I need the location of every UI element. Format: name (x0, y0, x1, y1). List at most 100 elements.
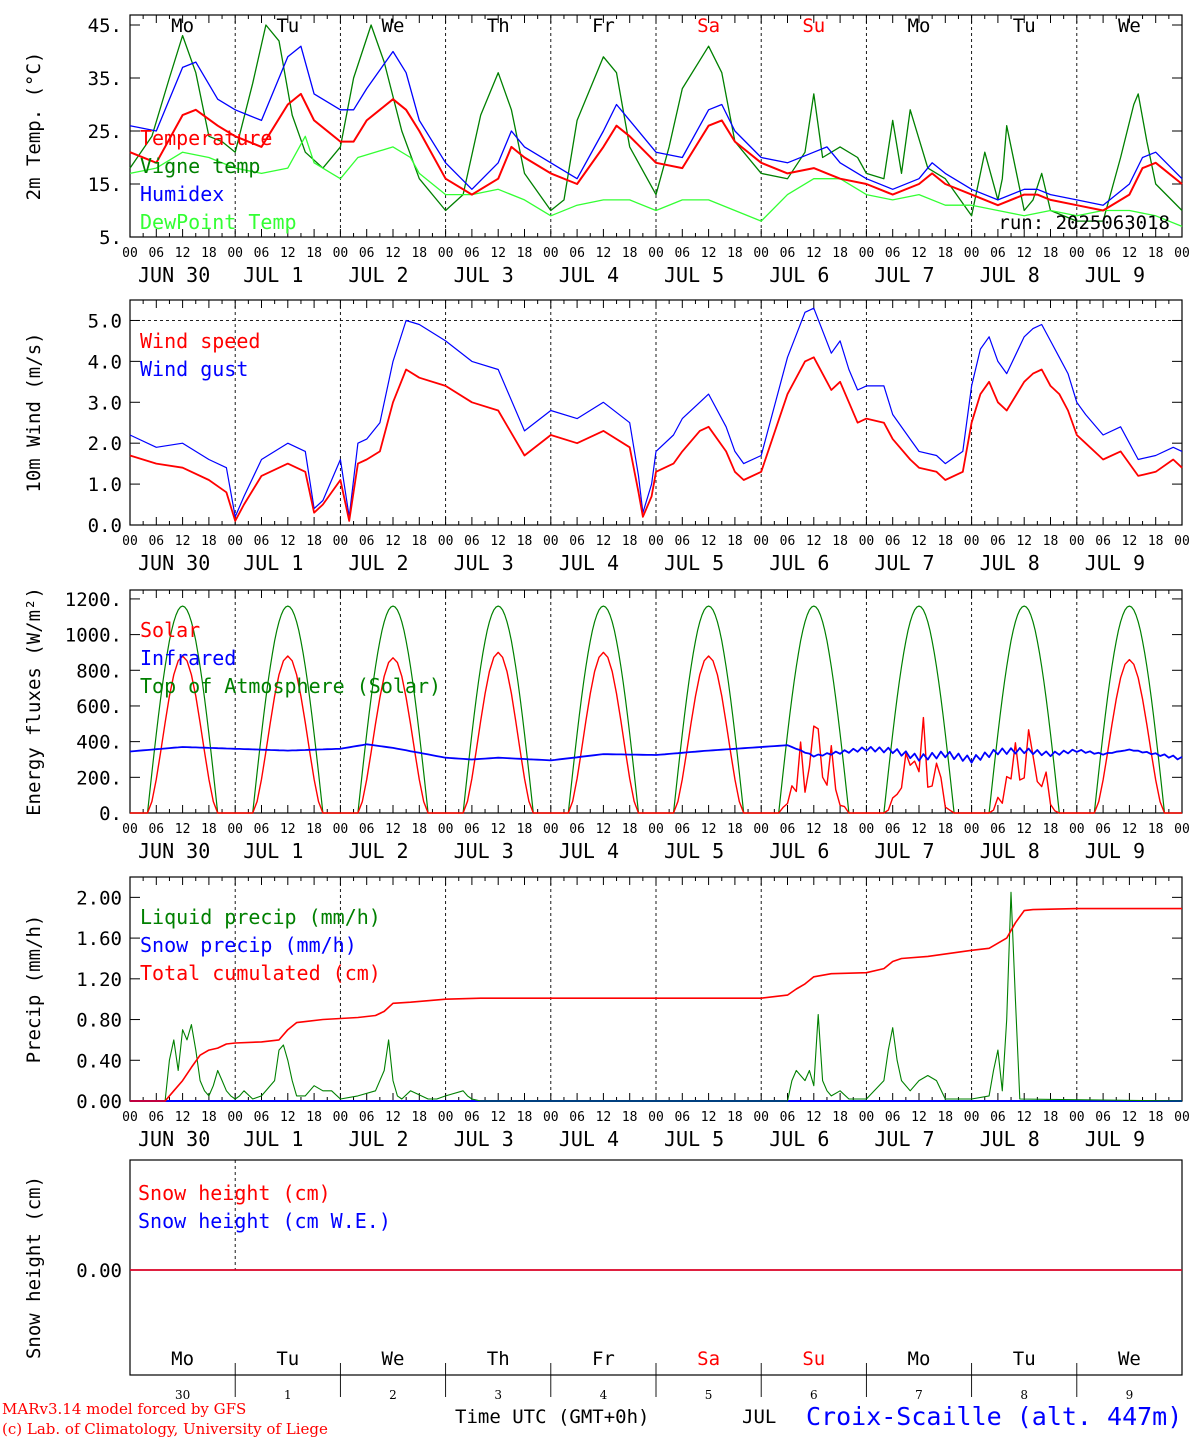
y-tick-label: 0.40 (76, 1050, 122, 1072)
hour-tick-label: 18 (411, 1110, 427, 1125)
hour-tick-label: 00 (648, 822, 664, 837)
series-wind-speed (129, 356, 1183, 522)
date-label: JUL 6 (769, 263, 829, 287)
hour-tick-label: 06 (780, 822, 796, 837)
date-label: JUL 1 (243, 263, 303, 287)
hour-tick-label: 18 (1043, 1110, 1059, 1125)
y-axis-label: Snow height (cm) (23, 1176, 45, 1359)
hour-tick-label: 18 (622, 246, 638, 261)
hour-tick-label: 18 (201, 1110, 217, 1125)
hour-tick-label: 00 (1069, 822, 1085, 837)
date-label: JUL 4 (559, 551, 619, 575)
date-label: JUL 2 (348, 263, 408, 287)
legend-temperature: Temperature (140, 126, 272, 150)
hour-tick-label: 00 (964, 822, 980, 837)
date-label: JUL 8 (980, 551, 1040, 575)
hour-tick-label: 18 (937, 822, 953, 837)
date-label: JUL 5 (664, 839, 724, 863)
hour-tick-label: 12 (596, 246, 612, 261)
hour-tick-label: 18 (622, 534, 638, 549)
hour-tick-label: 18 (622, 1110, 638, 1125)
hour-tick-label: 06 (780, 246, 796, 261)
date-label: JUL 6 (769, 1127, 829, 1151)
hour-tick-label: 06 (148, 534, 164, 549)
day-number-label: 2 (389, 1388, 397, 1402)
hour-tick-label: 06 (569, 822, 585, 837)
day-name: Su (802, 1348, 825, 1370)
date-label: JUL 2 (348, 1127, 408, 1151)
legend-snow-height-cm-: Snow height (cm) (138, 1181, 331, 1205)
series-solar (130, 651, 1182, 814)
hour-tick-label: 18 (832, 1110, 848, 1125)
hour-tick-label: 18 (411, 822, 427, 837)
hour-tick-label: 18 (517, 822, 533, 837)
hour-tick-label: 00 (753, 822, 769, 837)
date-label: JUN 30 (138, 1127, 210, 1151)
y-tick-label: 0. (99, 803, 122, 825)
series-top-of-atmosphere-solar (130, 605, 1182, 814)
hour-tick-label: 00 (438, 246, 454, 261)
hour-tick-label: 12 (175, 534, 191, 549)
series-humidex (129, 45, 1183, 206)
legend-solar: Solar (140, 618, 200, 642)
hour-tick-label: 06 (674, 1110, 690, 1125)
hour-tick-label: 12 (175, 1110, 191, 1125)
series-dewpoint-temp (129, 135, 1183, 228)
hour-tick-label: 00 (122, 1110, 138, 1125)
hour-tick-label: 12 (280, 822, 296, 837)
hour-tick-label: 18 (1148, 246, 1164, 261)
hour-tick-label: 12 (1016, 1110, 1032, 1125)
hour-tick-label: 18 (1148, 822, 1164, 837)
hour-tick-label: 18 (517, 246, 533, 261)
date-label: JUL 3 (454, 1127, 514, 1151)
hour-tick-label: 12 (701, 534, 717, 549)
day-name: Th (487, 15, 510, 37)
hour-tick-label: 12 (596, 822, 612, 837)
hour-tick-label: 12 (1122, 822, 1138, 837)
legend-liquid-precip-mm-h-: Liquid precip (mm/h) (140, 905, 381, 929)
day-number-label: 5 (705, 1388, 713, 1402)
hour-tick-label: 00 (648, 534, 664, 549)
hour-tick-label: 00 (438, 822, 454, 837)
hour-tick-label: 12 (806, 534, 822, 549)
legend-infrared: Infrared (140, 646, 236, 670)
y-tick-label: 35. (88, 68, 122, 90)
hour-tick-label: 12 (701, 246, 717, 261)
x-axis-title: Time UTC (GMT+0h) (455, 1406, 650, 1428)
date-label: JUL 5 (664, 263, 724, 287)
hour-tick-label: 06 (990, 822, 1006, 837)
date-label: JUL 1 (243, 1127, 303, 1151)
day-name: We (1118, 1348, 1141, 1370)
hour-tick-label: 06 (1095, 534, 1111, 549)
hour-tick-label: 12 (1016, 534, 1032, 549)
hour-tick-label: 06 (569, 1110, 585, 1125)
day-name: We (1118, 15, 1141, 37)
hour-tick-label: 00 (648, 246, 664, 261)
hour-tick-label: 18 (201, 246, 217, 261)
y-tick-label: 2.0 (88, 433, 122, 455)
legend-humidex: Humidex (140, 182, 224, 206)
y-tick-label: 800. (76, 660, 122, 682)
date-label: JUN 30 (138, 551, 210, 575)
legend-snow-precip-mm-h-: Snow precip (mm/h) (140, 933, 357, 957)
date-label: JUL 5 (664, 1127, 724, 1151)
hour-tick-label: 12 (596, 534, 612, 549)
date-label: JUL 6 (769, 551, 829, 575)
hour-tick-label: 06 (990, 1110, 1006, 1125)
hour-tick-label: 06 (674, 822, 690, 837)
hour-tick-label: 12 (280, 246, 296, 261)
hour-tick-label: 06 (569, 534, 585, 549)
hour-tick-label: 00 (1174, 1110, 1190, 1125)
y-tick-label: 2.00 (76, 887, 122, 909)
date-label: JUL 2 (348, 839, 408, 863)
hour-tick-label: 12 (175, 246, 191, 261)
station-label: Croix-Scaille (alt. 447m) (806, 1402, 1183, 1431)
hour-tick-label: 18 (727, 534, 743, 549)
y-tick-label: 0.00 (76, 1091, 122, 1113)
hour-tick-label: 18 (622, 822, 638, 837)
y-tick-label: 1200. (65, 589, 122, 611)
hour-tick-label: 00 (333, 822, 349, 837)
hour-tick-label: 12 (1122, 246, 1138, 261)
hour-tick-label: 06 (674, 246, 690, 261)
y-tick-label: 5.0 (88, 310, 122, 332)
